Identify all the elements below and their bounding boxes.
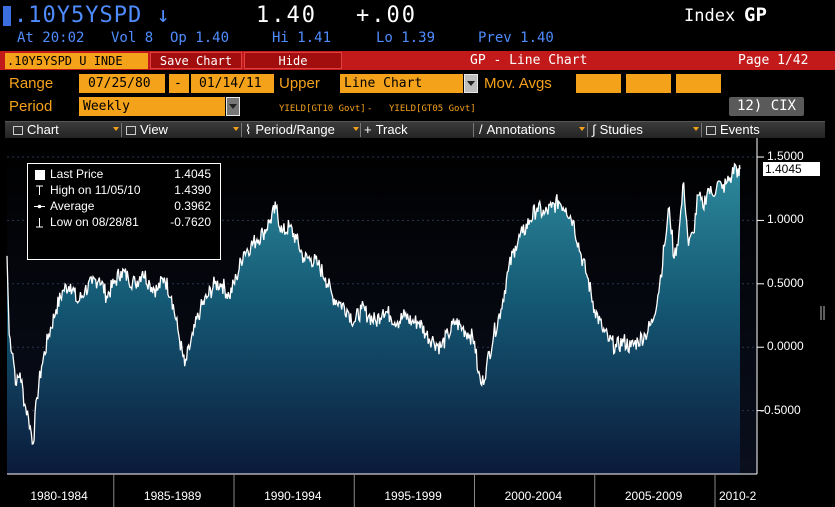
end-date-field[interactable]: 01/14/11 [191,74,274,93]
save-chart-button[interactable]: Save Chart [150,52,242,69]
ticker-marker [3,6,11,26]
range-separator: - [169,74,189,93]
events-menu[interactable]: Events [706,122,760,138]
period-range-icon: ⌇ [245,122,252,137]
cix-button[interactable]: 12) CIX [729,97,804,116]
last-price: 1.40 [256,3,317,28]
chart-menu-dropdown-icon[interactable] [113,127,119,131]
y-tick-label: 0.5000 [767,275,804,290]
period-range-menu[interactable]: ⌇ Period/Range [245,122,335,137]
chart-toolbar: Chart View ⌇ Period/Range + Track / Annotat… [5,121,825,138]
chart-header-bar: .10Y5YSPD U INDE Save Chart Hide GP - Li… [0,51,835,70]
chart-menu[interactable]: Chart [13,122,59,138]
x-tick-label: 2010-2 [718,489,757,503]
net-change: +.00 [356,3,417,28]
view-menu-dropdown-icon[interactable] [233,127,239,131]
high-marker-icon [36,185,43,195]
view-icon [126,126,136,135]
toolbar-separator [701,123,702,137]
chart-legend[interactable]: Last Price 1.4045 High on 11/05/10 1.439… [27,163,221,260]
ticker-symbol[interactable]: .10Y5YSPD ↓ [14,3,171,28]
chart-icon [13,126,23,135]
crosshair-icon: + [364,122,372,137]
upper-dropdown-icon[interactable] [464,74,478,93]
last-price-swatch-icon [35,170,45,180]
y-tick-label: 1.0000 [767,212,804,227]
annotations-menu[interactable]: / Annotations [479,122,556,137]
low-marker-icon [36,218,43,228]
hide-button[interactable]: Hide [244,52,342,69]
chart-title: GP - Line Chart [470,53,588,68]
period-label: Period [9,98,53,115]
spread-leg-1: YIELD[GT10 Govt] [279,104,366,114]
mov-avgs-label: Mov. Avgs [484,75,552,92]
annotations-dropdown-icon[interactable] [579,127,585,131]
y-tick-label: 1.5000 [767,149,804,164]
x-tick-label: 1995-1999 [384,489,442,503]
toolbar-separator [241,123,242,137]
x-tick-label: 2005-2009 [624,489,683,503]
period-range-dropdown-icon[interactable] [353,127,359,131]
down-arrow-icon: ↓ [156,3,171,28]
toolbar-separator [473,123,474,137]
price-line [6,162,741,445]
toolbar-separator [587,123,588,137]
studies-dropdown-icon[interactable] [693,127,699,131]
y-tick-marks [757,156,764,412]
price-area [7,163,740,474]
period-select[interactable]: Weekly [79,97,225,116]
start-date-field[interactable]: 07/25/80 [79,74,165,93]
period-dropdown-icon[interactable] [226,97,240,116]
x-tick-label: 1980-1984 [30,489,88,503]
toolbar-separator [121,123,122,137]
quote-time: At 20:02 [17,30,85,46]
quote-prev: Prev 1.40 [478,30,554,46]
toolbar-separator [360,123,361,137]
scroll-handle-icon[interactable] [818,304,828,322]
function-code: GP [744,4,767,26]
legend-last-price: Last Price 1.4045 [28,167,218,183]
quote-open: Op 1.40 [170,30,230,46]
title-row: .10Y5YSPD ↓ 1.40 +.00 Index GP [0,0,835,30]
mov-avg-field-1[interactable] [576,74,621,93]
page-indicator: Page 1/42 [738,53,809,68]
events-icon [706,126,716,135]
x-tick-label: 2000-2004 [504,489,563,503]
studies-menu[interactable]: ∫ Studies [592,122,643,137]
last-price-tag: 1.4045 [763,162,820,177]
quote-volume: Vol 8 [111,30,154,46]
x-tick-marks [113,474,716,507]
upper-chart-type-select[interactable]: Line Chart [340,74,463,93]
studies-icon: ∫ [592,122,596,137]
track-menu[interactable]: + Track [364,122,408,137]
mov-avg-field-2[interactable] [626,74,671,93]
mov-avg-field-3[interactable] [676,74,721,93]
x-tick-label: 1985-1989 [143,489,202,503]
legend-high: High on 11/05/10 1.4390 [28,183,218,199]
upper-label: Upper [279,75,320,92]
x-tick-label: 1990-1994 [264,489,322,503]
average-marker-icon [34,204,45,209]
index-label: Index [684,6,736,26]
spread-minus: - [367,104,373,114]
legend-average: Average 0.3962 [28,199,218,215]
quote-low: Lo 1.39 [376,30,436,46]
annotation-line-icon: / [479,122,483,137]
y-tick-label: 0.0000 [767,339,804,354]
spread-leg-2: YIELD[GT05 Govt] [389,104,476,114]
range-label: Range [9,75,54,92]
quote-high: Hi 1.41 [272,30,332,46]
view-menu[interactable]: View [126,122,168,138]
y-tick-label: -0.5000 [760,402,801,417]
legend-low: Low on 08/28/81 -0.7620 [28,215,218,231]
security-field[interactable]: .10Y5YSPD U INDE [5,53,148,69]
quote-row: At 20:02 Vol 8 Op 1.40 Hi 1.41 Lo 1.39 P… [0,30,835,50]
